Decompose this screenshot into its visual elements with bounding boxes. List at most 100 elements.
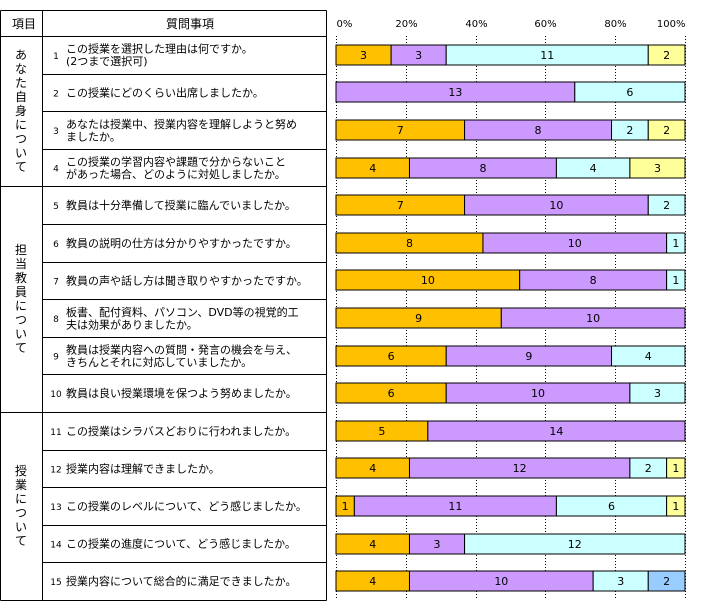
question-text: 教員は十分準備して授業に臨んでいましたか。 (66, 198, 296, 212)
bar-value-label: 3 (654, 162, 661, 175)
question-text: この授業を選択した理由は何ですか。(2つまで選択可) (66, 42, 253, 69)
bar-segment (666, 495, 686, 517)
bar-segment (629, 157, 686, 179)
x-axis-ticks: 0% 20% 40% 60% 80% 100% (337, 19, 686, 30)
table-header: 項目 質問事項 (12, 16, 214, 31)
question-list: 1 この授業を選択した理由は何ですか。(2つまで選択可) 2 この授業にどのくらい出席… (50, 42, 308, 589)
bar-value-label: 10 (549, 199, 563, 212)
bar-value-label: 1 (672, 237, 679, 250)
bar-value-label: 13 (448, 86, 462, 99)
question-text: 教員は良い授業環境を保つよう努めましたか。 (66, 386, 297, 400)
bar-segment (500, 307, 686, 329)
bar-value-label: 2 (663, 124, 670, 137)
question-number: 11 (50, 428, 61, 438)
bar-segment (647, 119, 686, 141)
question-text: 教員は授業内容への質問・発言の機会を与え、きちんとそれに対応していましたか。 (66, 342, 297, 369)
bar-value-label: 11 (448, 500, 462, 513)
bar-segment (629, 382, 686, 404)
bar-value-label: 9 (525, 350, 532, 363)
bar-value-label: 3 (617, 575, 624, 588)
bar-value-label: 1 (672, 462, 679, 475)
stacked-bar-chart: 0% 20% 40% 60% 80% 100% 3 3 11 213 67 8 2 24 8 4 37 10 28… (335, 19, 686, 600)
bar-segment (611, 345, 686, 367)
bar-value-label: 8 (406, 237, 413, 250)
bar-segment (647, 44, 686, 66)
bar-value-label: 10 (494, 575, 508, 588)
bar-segment (666, 232, 686, 254)
bar-value-label: 6 (388, 387, 395, 400)
question-column-header: 質問事項 (166, 16, 214, 31)
category-label: 担当教員について (15, 243, 27, 355)
tick-label: 60% (534, 19, 556, 30)
bar-value-label: 10 (568, 237, 582, 250)
bar-value-label: 4 (369, 462, 376, 475)
question-number: 13 (50, 503, 61, 513)
category-label: あなた自身について (15, 48, 27, 174)
bar-value-label: 8 (535, 124, 542, 137)
bar-value-label: 1 (672, 500, 679, 513)
bar-value-label: 9 (415, 312, 422, 325)
bar-value-label: 4 (645, 350, 652, 363)
bar-segment (647, 194, 686, 216)
bar-value-label: 2 (626, 124, 633, 137)
question-text: この授業の進度について、どう感じましたか。 (66, 537, 296, 551)
bar-value-label: 2 (663, 199, 670, 212)
question-number: 14 (50, 541, 62, 551)
question-number: 7 (53, 277, 59, 287)
question-number: 1 (53, 52, 59, 62)
question-number: 5 (53, 202, 59, 212)
table-grid (0, 10, 327, 601)
tick-label: 100% (657, 19, 686, 30)
bar-value-label: 2 (663, 49, 670, 62)
tick-label: 80% (604, 19, 626, 30)
question-text: 板書、配付資料、パソコン、DVD等の視覚的工夫は効果がありましたか。 (66, 305, 299, 332)
bar-value-label: 7 (397, 199, 404, 212)
bar-segment (464, 533, 686, 555)
bar-segment (647, 570, 686, 592)
bar-value-label: 4 (369, 162, 376, 175)
bar-value-label: 1 (342, 500, 349, 513)
bar-value-label: 4 (369, 575, 376, 588)
bar-segment (666, 457, 686, 479)
bar-value-label: 14 (549, 425, 563, 438)
bar-segment (574, 81, 686, 103)
bar-value-label: 8 (479, 162, 486, 175)
bar-value-label: 8 (590, 274, 597, 287)
bar-value-label: 6 (626, 86, 633, 99)
question-text: 教員の声や話し方は聞き取りやすかったですか。 (66, 273, 308, 287)
bar-value-label: 4 (369, 538, 376, 551)
question-number: 10 (50, 390, 62, 400)
bar-value-label: 3 (434, 538, 441, 551)
bar-value-label: 10 (421, 274, 435, 287)
tick-label: 40% (465, 19, 487, 30)
question-text: この授業の学習内容や課題で分からないことがあった場合、どのように対処しましたか。 (66, 154, 286, 181)
question-number: 4 (53, 165, 59, 175)
question-number: 2 (53, 89, 59, 99)
category-column-header: 項目 (12, 17, 36, 31)
question-number: 15 (50, 578, 61, 588)
bar-value-label: 1 (672, 274, 679, 287)
question-text: この授業にどのくらい出席しましたか。 (66, 85, 264, 99)
bar-value-label: 3 (415, 49, 422, 62)
question-number: 8 (53, 315, 59, 325)
tick-label: 0% (337, 19, 353, 30)
bar-value-label: 4 (590, 162, 597, 175)
question-text: 教員の説明の仕方は分かりやすかったですか。 (66, 236, 297, 250)
bar-value-label: 10 (586, 312, 600, 325)
bar-segment (427, 420, 686, 442)
question-number: 12 (50, 465, 61, 475)
question-text: 授業内容について総合的に満足できましたか。 (66, 574, 296, 588)
bar-value-label: 6 (388, 350, 395, 363)
question-text: あなたは授業中、授業内容を理解しようと努めましたか。 (66, 117, 297, 144)
bar-value-label: 11 (540, 49, 554, 62)
question-number: 9 (53, 353, 59, 363)
chart-bars: 3 3 11 213 67 8 2 24 8 4 37 10 28 10 110 8 19 106 9 46 10 35 1… (335, 44, 686, 592)
question-text: この授業はシラバスどおりに行われましたか。 (66, 424, 296, 438)
bar-value-label: 5 (378, 425, 385, 438)
bar-value-label: 2 (645, 462, 652, 475)
category-label: 授業について (15, 463, 27, 548)
bar-value-label: 12 (568, 538, 582, 551)
bar-value-label: 10 (531, 387, 545, 400)
